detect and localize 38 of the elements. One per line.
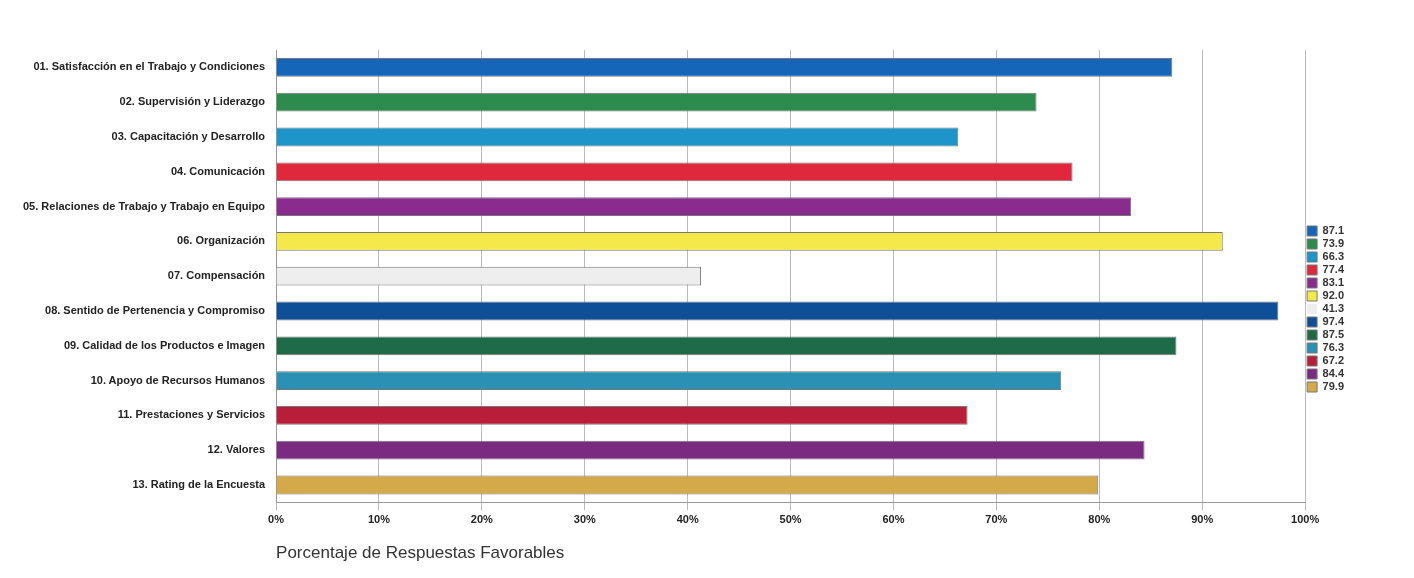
y-tick-label: 07. Compensación bbox=[167, 269, 266, 282]
legend-label: 66.3 bbox=[1322, 250, 1345, 263]
legend-label: 97.4 bbox=[1322, 315, 1345, 328]
legend-label: 77.4 bbox=[1322, 263, 1345, 276]
legend-label: 87.5 bbox=[1322, 328, 1345, 341]
x-tick-label: 40% bbox=[676, 513, 699, 526]
x-axis-title: Porcentaje de Respuestas Favorables bbox=[276, 543, 565, 563]
x-tick-label: 100% bbox=[1291, 513, 1320, 526]
y-tick-label: 08. Sentido de Pertenencia y Compromiso bbox=[45, 304, 266, 317]
y-tick-label: 09. Calidad de los Productos e Imagen bbox=[63, 338, 266, 351]
y-tick-label: 05. Relaciones de Trabajo y Trabajo en Equipo bbox=[23, 199, 266, 212]
legend-label: 67.2 bbox=[1322, 354, 1345, 367]
legend-label: 76.3 bbox=[1322, 341, 1345, 354]
x-tick-label: 60% bbox=[882, 513, 905, 526]
x-tick-label: 10% bbox=[367, 513, 391, 526]
y-tick-label: 03. Capacitación y Desarrollo bbox=[111, 130, 266, 143]
x-tick-label: 0% bbox=[268, 513, 285, 526]
y-tick-label: 10. Apoyo de Recursos Humanos bbox=[90, 373, 266, 386]
y-tick-label: 12. Valores bbox=[207, 443, 266, 456]
x-tick-label: 30% bbox=[573, 513, 596, 526]
y-tick-label: 13. Rating de la Encuesta bbox=[132, 478, 266, 491]
y-tick-label: 11. Prestaciones y Servicios bbox=[117, 408, 266, 421]
legend-label: 83.1 bbox=[1322, 276, 1345, 289]
x-tick-label: 20% bbox=[470, 513, 494, 526]
legend-label: 84.4 bbox=[1322, 367, 1345, 380]
y-tick-label: 06. Organización bbox=[177, 234, 266, 247]
x-tick-label: 80% bbox=[1088, 513, 1111, 526]
x-tick-label: 50% bbox=[779, 513, 802, 526]
legend-label: 73.9 bbox=[1322, 237, 1345, 250]
x-tick-label: 70% bbox=[985, 513, 1008, 526]
y-tick-label: 02. Supervisión y Liderazgo bbox=[119, 95, 266, 108]
legend-label: 87.1 bbox=[1322, 224, 1345, 237]
y-tick-label: 04. Comunicación bbox=[170, 164, 266, 177]
legend-label: 79.9 bbox=[1322, 380, 1345, 393]
legend-label: 92.0 bbox=[1322, 289, 1345, 302]
legend-label: 41.3 bbox=[1322, 302, 1345, 315]
x-tick-label: 90% bbox=[1191, 513, 1214, 526]
y-tick-label: 01. Satisfacción en el Trabajo y Condiciones bbox=[33, 60, 266, 73]
